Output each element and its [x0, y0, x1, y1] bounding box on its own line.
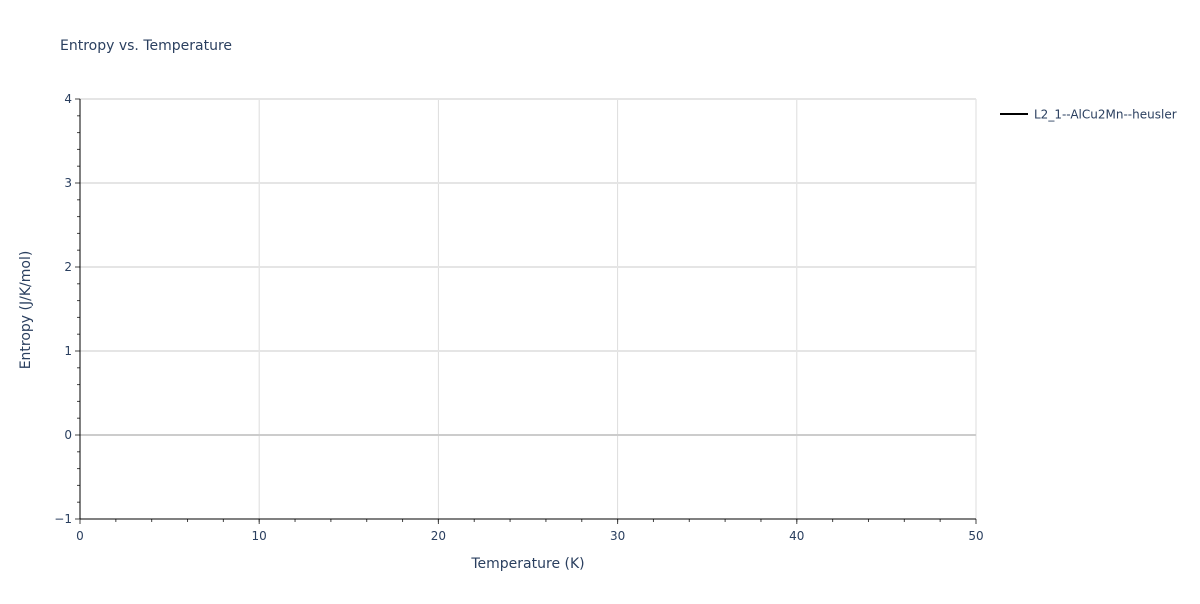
y-tick-label: −1	[54, 512, 72, 526]
y-tick-label: 2	[64, 260, 72, 274]
y-tick-label: 1	[64, 344, 72, 358]
axes: 0 10 20 30 40 50 −1 0 1 2 3 4	[54, 92, 983, 543]
x-tick-label: 40	[789, 529, 804, 543]
legend-label[interactable]: L2_1--AlCu2Mn--heusler	[1034, 108, 1177, 122]
y-tick-label: 4	[64, 92, 72, 106]
x-tick-label: 0	[76, 529, 84, 543]
y-tick-label: 0	[64, 428, 72, 442]
x-tick-label: 10	[252, 529, 267, 543]
chart-title: Entropy vs. Temperature	[60, 38, 232, 54]
legend[interactable]: L2_1--AlCu2Mn--heusler	[1000, 108, 1177, 122]
x-tick-label: 50	[968, 529, 983, 543]
x-axis-label: Temperature (K)	[470, 556, 584, 572]
x-tick-label: 30	[610, 529, 625, 543]
gridlines	[80, 98, 977, 519]
x-tick-label: 20	[431, 529, 446, 543]
y-tick-label: 3	[64, 176, 72, 190]
y-axis-label: Entropy (J/K/mol)	[18, 251, 34, 370]
